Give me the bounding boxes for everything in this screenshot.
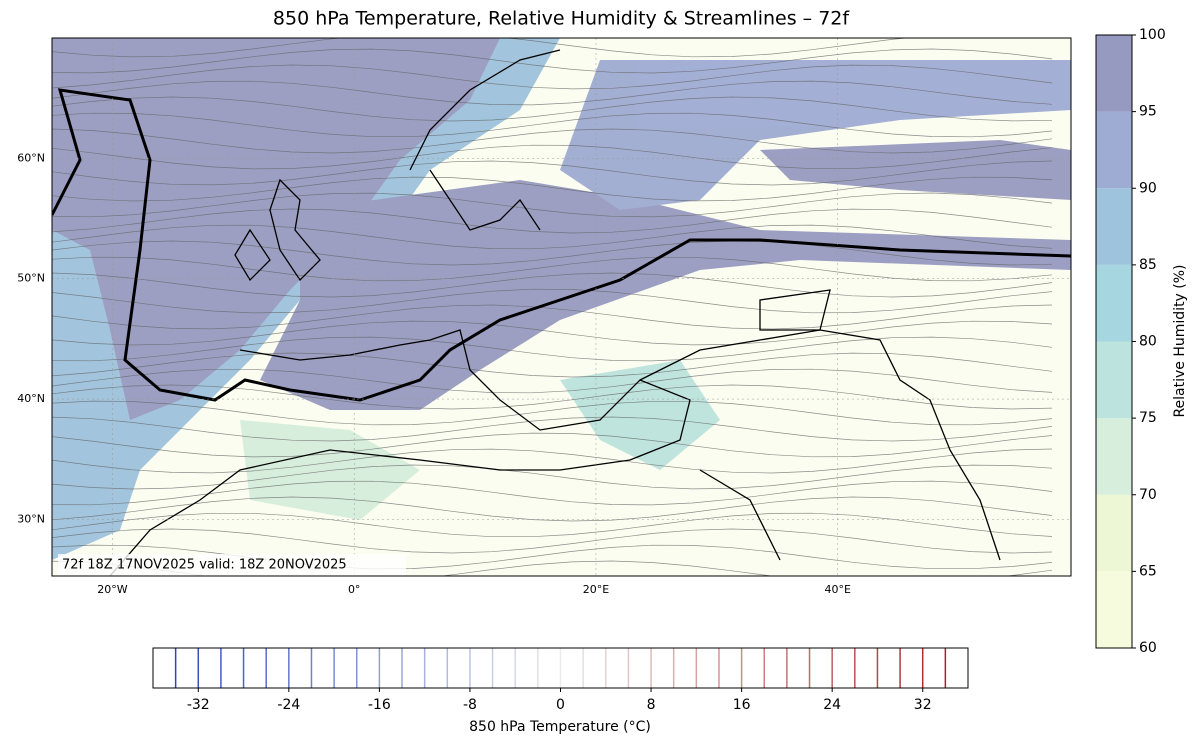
tick-label: 95 — [1139, 104, 1157, 120]
humidity-colorbar: 60 65 70 75 80 85 90 95 100 — [1095, 27, 1166, 656]
map: 72f 18Z 17NOV2025 valid: 18Z 20NOV2025 — [52, 38, 1071, 576]
lat-label: 30°N — [17, 512, 45, 525]
tick-label: 100 — [1139, 27, 1166, 43]
tick-label: 90 — [1139, 180, 1157, 196]
temperature-colorbar: -32 -24 -16 -8 0 8 16 24 32 — [152, 647, 969, 713]
tick-label: 24 — [823, 697, 841, 713]
streamlines — [52, 38, 1053, 576]
map-frame — [51, 37, 1072, 577]
lat-label: 60°N — [17, 151, 45, 164]
colorbar-band — [1096, 341, 1132, 419]
coastlines — [109, 49, 1001, 576]
humidity-field — [52, 38, 1071, 560]
lon-label: 20°E — [583, 583, 609, 596]
tick-label: 70 — [1139, 487, 1157, 503]
tick-label: -32 — [187, 697, 210, 713]
tick-label: 8 — [647, 697, 656, 713]
lon-label: 20°W — [97, 583, 127, 596]
tick-label: 16 — [733, 697, 751, 713]
title: 850 hPa Temperature, Relative Humidity &… — [273, 8, 850, 30]
colorbar-band — [1096, 111, 1132, 189]
tick-label: 65 — [1139, 563, 1157, 579]
colorbar-band — [1096, 494, 1132, 572]
tick-label: 32 — [914, 697, 932, 713]
lon-label: 0° — [348, 583, 361, 596]
tick-label: 75 — [1139, 410, 1157, 426]
colorbar-band — [1096, 264, 1132, 342]
annotation: 72f 18Z 17NOV2025 valid: 18Z 20NOV2025 — [62, 558, 347, 573]
colorbar-band — [1096, 571, 1132, 648]
tick-label: -24 — [277, 697, 300, 713]
colorbar-band — [1096, 188, 1132, 265]
tick-label: -16 — [368, 697, 391, 713]
tick-label: 85 — [1139, 257, 1157, 273]
tick-label: 80 — [1139, 334, 1157, 350]
annotation-box — [58, 554, 406, 576]
lon-label: 40°E — [824, 583, 850, 596]
tick-label: 0 — [556, 697, 565, 713]
lat-label: 50°N — [17, 272, 45, 285]
temperature-label: 850 hPa Temperature (°C) — [469, 719, 651, 735]
humidity-label: Relative Humidity (%) — [1172, 264, 1188, 417]
freezing-line — [52, 88, 1071, 402]
colorbar-band — [1096, 35, 1132, 112]
tick-label: 60 — [1139, 640, 1157, 656]
tick-label: -8 — [463, 697, 477, 713]
lat-label: 40°N — [17, 392, 45, 405]
colorbar-band — [1096, 418, 1132, 495]
